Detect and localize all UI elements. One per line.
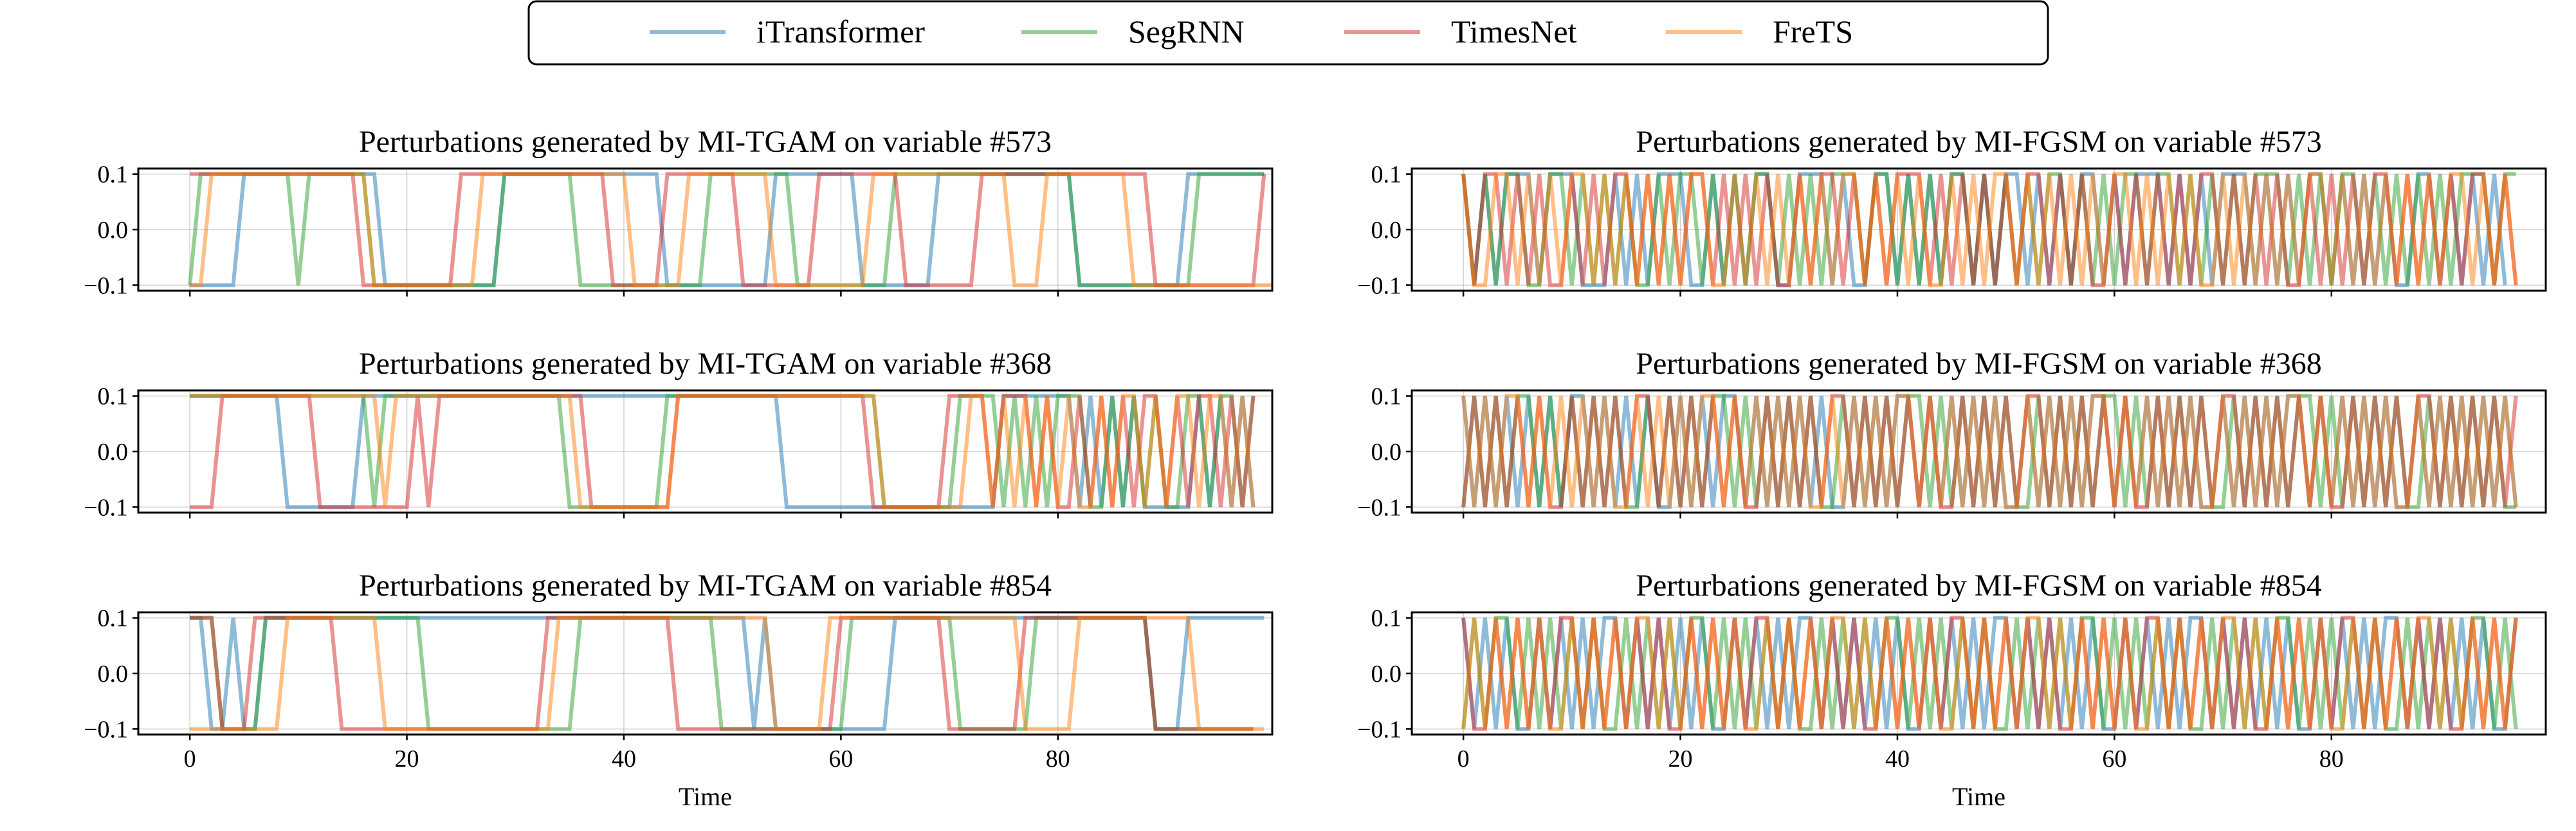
series-group <box>1461 616 2518 731</box>
y-tick-label: −0.1 <box>1357 494 1402 521</box>
y-tick-label: −0.1 <box>1357 716 1402 743</box>
series-group <box>1461 172 2518 288</box>
panel-title: Perturbations generated by MI-TGAM on va… <box>359 347 1052 381</box>
panel-title: Perturbations generated by MI-TGAM on va… <box>359 569 1052 603</box>
series-line-frets <box>190 616 1265 731</box>
series-group <box>190 394 1256 509</box>
x-axis-label: Time <box>679 782 732 811</box>
panel-left-1: Perturbations generated by MI-TGAM on va… <box>84 125 1274 299</box>
x-axis-label: Time <box>1952 782 2005 811</box>
x-tick-label: 40 <box>1885 745 1910 772</box>
y-tick-label: −0.1 <box>84 272 128 299</box>
x-tick-label: 20 <box>395 745 419 772</box>
x-tick-label: 80 <box>1046 745 1070 772</box>
series-line-frets <box>1461 394 2518 509</box>
y-tick-label: 0.0 <box>1371 661 1402 688</box>
panel-title: Perturbations generated by MI-FGSM on va… <box>1636 569 2321 603</box>
panel-left-3: Perturbations generated by MI-TGAM on va… <box>84 569 1274 811</box>
series-group <box>1461 394 2518 509</box>
panel-title: Perturbations generated by MI-TGAM on va… <box>359 125 1052 159</box>
series-line-timesnet <box>190 616 1254 731</box>
y-tick-label: 0.0 <box>1371 439 1402 466</box>
panel-right-1: Perturbations generated by MI-FGSM on va… <box>1357 125 2547 299</box>
panel-right-3: Perturbations generated by MI-FGSM on va… <box>1357 569 2547 811</box>
legend-label-timesnet: TimesNet <box>1451 14 1577 50</box>
y-tick-label: 0.0 <box>1371 217 1402 244</box>
y-tick-label: 0.0 <box>98 217 129 244</box>
y-tick-label: 0.1 <box>98 383 129 410</box>
series-group <box>188 172 1272 288</box>
x-tick-label: 0 <box>184 745 196 772</box>
x-tick-label: 0 <box>1457 745 1470 772</box>
panel-left-2: Perturbations generated by MI-TGAM on va… <box>84 347 1274 521</box>
series-line-frets <box>190 394 1256 509</box>
series-line-frets <box>1461 172 2518 288</box>
y-tick-label: 0.0 <box>98 661 129 688</box>
y-tick-label: 0.1 <box>1371 383 1402 410</box>
series-line-frets <box>1461 616 2518 731</box>
legend: iTransformer SegRNN TimesNet FreTS <box>527 0 2049 66</box>
y-tick-label: 0.0 <box>98 439 129 466</box>
y-tick-label: 0.1 <box>1371 605 1402 632</box>
panel-title: Perturbations generated by MI-FGSM on va… <box>1636 125 2321 159</box>
panel-title: Perturbations generated by MI-FGSM on va… <box>1636 347 2321 381</box>
y-tick-label: −0.1 <box>1357 272 1402 299</box>
legend-label-frets: FreTS <box>1773 14 1853 50</box>
legend-label-segrnn: SegRNN <box>1128 14 1245 50</box>
panel-right-2: Perturbations generated by MI-FGSM on va… <box>1357 347 2547 521</box>
y-tick-label: 0.1 <box>98 161 129 188</box>
legend-label-itransformer: iTransformer <box>756 14 925 50</box>
x-tick-label: 60 <box>2102 745 2126 772</box>
legend-frame <box>527 0 2049 66</box>
y-tick-label: 0.1 <box>98 605 129 632</box>
y-tick-label: −0.1 <box>84 716 128 743</box>
x-tick-label: 20 <box>1668 745 1693 772</box>
x-tick-label: 60 <box>828 745 853 772</box>
x-tick-label: 40 <box>612 745 636 772</box>
y-tick-label: 0.1 <box>1371 161 1402 188</box>
series-group <box>190 616 1265 731</box>
y-tick-label: −0.1 <box>84 494 128 521</box>
series-line-frets <box>190 172 1272 288</box>
x-tick-label: 80 <box>2319 745 2344 772</box>
